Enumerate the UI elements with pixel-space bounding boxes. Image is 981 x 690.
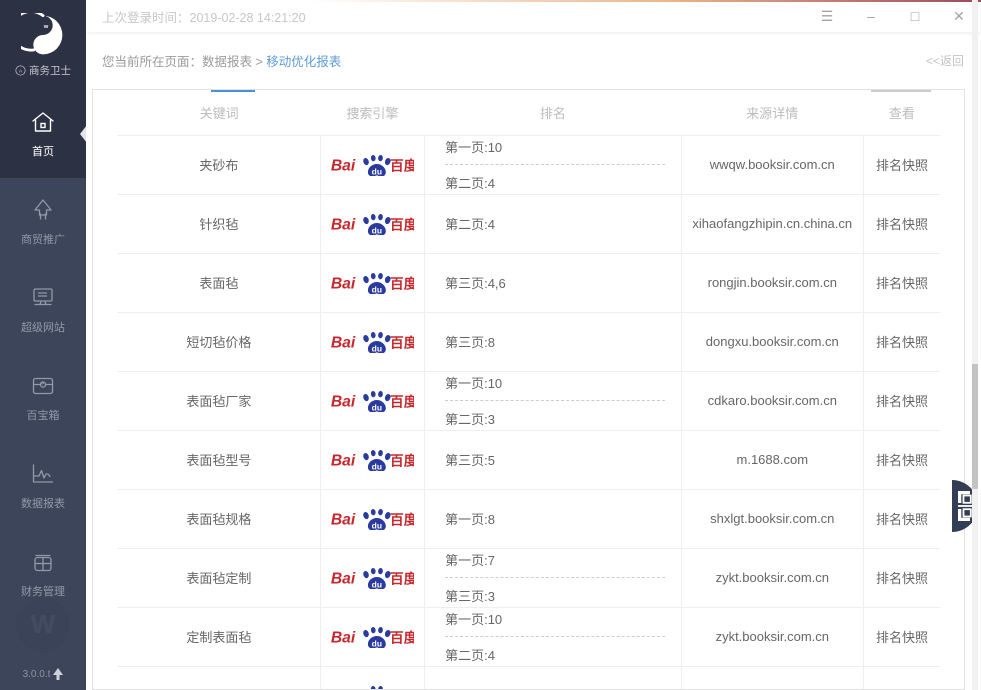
svg-text:du: du <box>372 461 382 471</box>
svg-text:du: du <box>372 284 382 294</box>
svg-text:A: A <box>19 68 23 74</box>
svg-text:Bai: Bai <box>331 275 356 292</box>
svg-text:W: W <box>44 23 49 29</box>
svg-text:du: du <box>372 225 382 235</box>
svg-text:du: du <box>372 579 382 589</box>
svg-text:Bai: Bai <box>331 629 356 646</box>
svg-text:du: du <box>372 166 382 176</box>
svg-text:Bai: Bai <box>331 216 356 233</box>
svg-text:百度: 百度 <box>390 629 414 645</box>
svg-text:百度: 百度 <box>390 393 414 409</box>
svg-text:Bai: Bai <box>331 157 356 174</box>
svg-text:百度: 百度 <box>390 334 414 350</box>
svg-text:百度: 百度 <box>390 216 414 232</box>
svg-text:Bai: Bai <box>331 570 356 587</box>
svg-text:百度: 百度 <box>390 157 414 173</box>
svg-text:百度: 百度 <box>390 275 414 291</box>
svg-text:du: du <box>372 638 382 648</box>
svg-text:Bai: Bai <box>331 393 356 410</box>
svg-text:百度: 百度 <box>390 511 414 527</box>
svg-text:W: W <box>31 609 56 639</box>
svg-text:du: du <box>372 343 382 353</box>
svg-text:Bai: Bai <box>331 452 356 469</box>
svg-text:百度: 百度 <box>390 452 414 468</box>
svg-text:du: du <box>372 402 382 412</box>
svg-text:du: du <box>372 520 382 530</box>
svg-text:百度: 百度 <box>390 570 414 586</box>
svg-text:Bai: Bai <box>331 334 356 351</box>
svg-text:Bai: Bai <box>331 511 356 528</box>
